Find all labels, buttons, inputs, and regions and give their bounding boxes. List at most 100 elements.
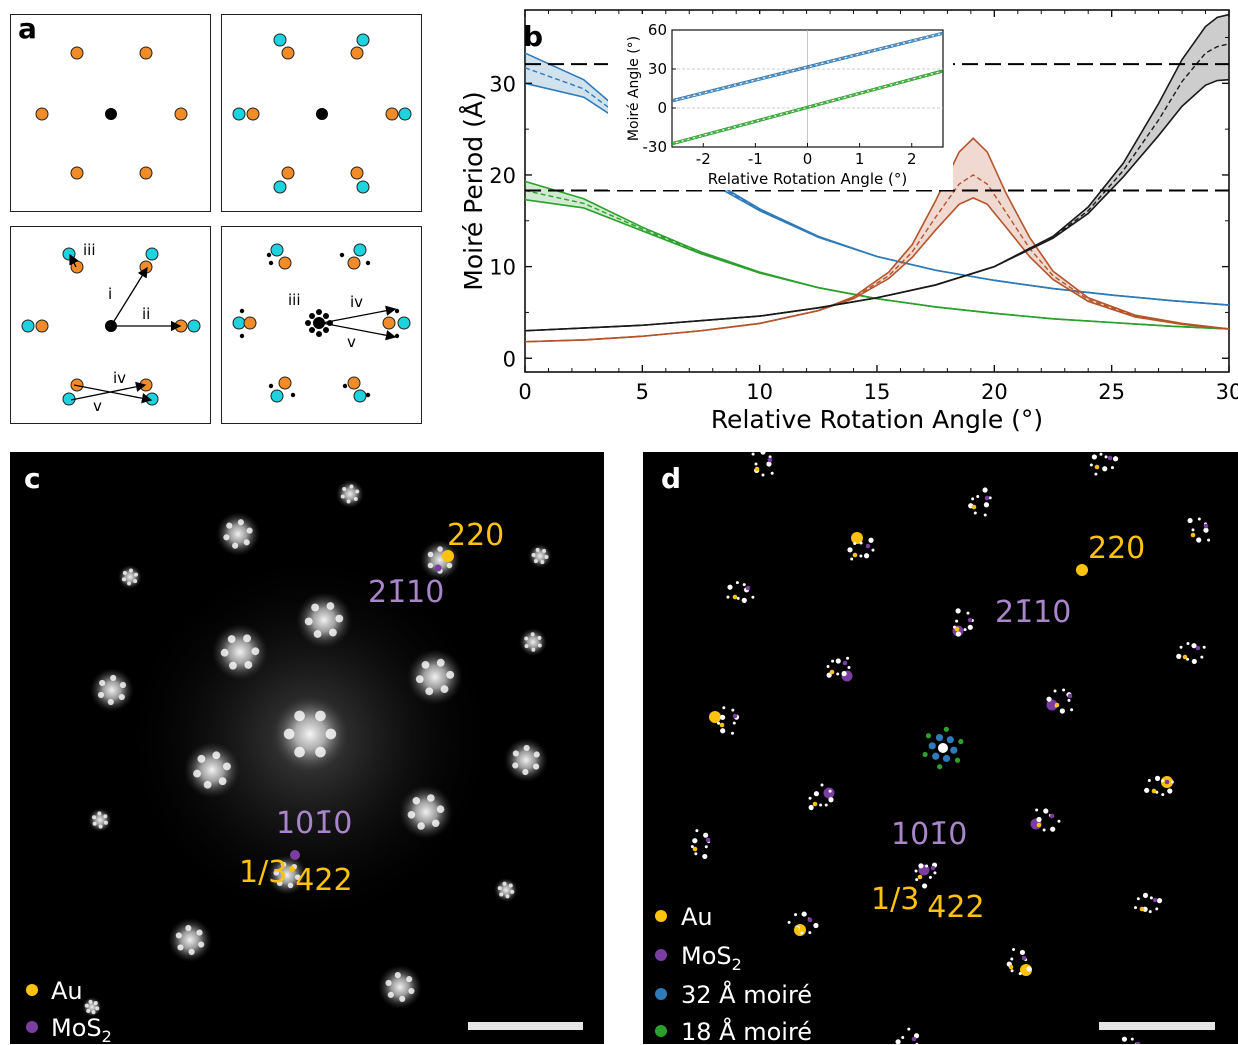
moire-satellite — [1203, 527, 1209, 533]
satellite-spot — [177, 944, 184, 951]
panel-b: 0 5 10 15 20 25 30 0 10 20 30 Relative Rotation Ang… — [440, 0, 1238, 440]
moire-satellite — [915, 1042, 919, 1044]
satellite-spot — [436, 658, 445, 667]
satellite-spot — [283, 728, 295, 740]
mos2-minor-spot — [1164, 779, 1170, 785]
moire-satellite — [800, 931, 804, 935]
au-minor-spot — [754, 466, 760, 472]
satellite-spot — [103, 820, 108, 825]
series-mid-copper — [524, 174, 1230, 343]
satellite-spot — [394, 972, 401, 979]
satellite-spot — [502, 881, 507, 886]
moire-satellite — [722, 706, 726, 710]
x-tick-label: 5 — [636, 380, 649, 404]
au-spot — [709, 711, 721, 723]
moire-satellite — [955, 619, 959, 623]
satellite-spot — [218, 777, 227, 786]
satellite-spot — [406, 976, 413, 983]
au-minor-spot — [917, 874, 923, 880]
moire-satellite — [976, 494, 980, 498]
moire-satellite — [1149, 896, 1153, 900]
inset-y-tick-label: 0 — [657, 99, 667, 117]
moire-satellite — [901, 1035, 905, 1039]
diffraction-spot — [519, 628, 547, 656]
center-spot — [938, 743, 948, 753]
moire-satellite — [1099, 452, 1103, 456]
satellite-spot — [276, 880, 283, 887]
satellite-spot — [533, 763, 540, 770]
moire-satellite — [828, 797, 834, 803]
moire-satellite — [794, 913, 798, 917]
satellite-spot — [505, 894, 510, 899]
moire-18-spot — [937, 764, 943, 770]
moire-satellite — [1148, 910, 1152, 914]
mos2-minor-spot — [1021, 955, 1027, 961]
moire-satellite — [1161, 779, 1165, 783]
au-minor-spot — [971, 504, 977, 510]
panel-c-label: c — [24, 462, 41, 495]
moire-18-spot — [954, 757, 961, 763]
moire-satellite — [928, 875, 932, 879]
diffraction-spot — [504, 738, 548, 782]
moire-satellite — [1191, 528, 1195, 532]
moire-satellite — [808, 804, 814, 811]
moire-satellite — [1176, 653, 1182, 659]
mos2-minor-spot — [967, 617, 973, 623]
moire-satellite — [1191, 658, 1197, 665]
moire-satellite — [717, 721, 721, 725]
moire-satellite — [1142, 892, 1149, 898]
moire-satellite — [847, 665, 851, 669]
legend-18-moire-label: 18 Å moiré — [681, 1017, 812, 1044]
moire-satellite — [963, 628, 967, 632]
moire-satellite — [813, 922, 819, 929]
satellite-spot — [244, 661, 253, 669]
moire-satellite — [1057, 819, 1061, 823]
moire-satellite — [1187, 517, 1193, 524]
satellite-spot — [294, 746, 305, 758]
moire-satellite — [695, 829, 699, 833]
inset-series-green — [671, 71, 944, 146]
moire-satellite — [768, 455, 772, 459]
moire-satellite — [921, 883, 928, 889]
moire-satellite — [1161, 793, 1165, 797]
satellite-spot — [311, 603, 319, 612]
satellite-spot — [91, 1010, 96, 1015]
mos2-minor-spot — [1049, 813, 1055, 819]
au-spot-marker — [289, 866, 295, 872]
satellite-spot — [128, 568, 133, 573]
diffraction-spot — [118, 565, 142, 589]
vector-label-i: i — [108, 285, 112, 303]
moire-satellite — [703, 832, 709, 838]
inset-y-axis-label: Moiré Angle (°) — [626, 36, 642, 141]
satellite-spot — [197, 754, 206, 763]
moire-18-spot — [958, 738, 964, 745]
satellite-spot — [98, 824, 103, 829]
satellite-spot — [497, 886, 502, 891]
moire-satellite — [863, 553, 870, 559]
scale-bar — [1099, 1022, 1215, 1030]
moire-satellite — [692, 838, 698, 844]
moire-satellite — [761, 473, 765, 477]
panel-d-label: d — [661, 462, 682, 495]
moire-satellite — [1010, 969, 1014, 973]
satellite-spot — [97, 811, 102, 816]
satellite-spot — [535, 547, 540, 552]
moire-satellite — [1155, 907, 1159, 911]
diffraction-pattern-simulated: 220 21̄10 101̄0 1/3 422 Au MoS2 32 Å moir… — [655, 452, 1215, 1044]
au-minor-spot — [1054, 702, 1060, 708]
moire-satellite — [925, 864, 929, 868]
moire-satellite — [1154, 775, 1161, 781]
satellite-spot — [243, 634, 251, 643]
moire-32-spot — [942, 754, 951, 763]
moire-satellite — [826, 665, 830, 669]
moire-satellite — [1042, 828, 1046, 832]
au-spot-marker — [442, 550, 454, 562]
moire-satellite — [813, 791, 820, 797]
satellite-spot — [304, 617, 313, 626]
series-lower-black — [524, 78, 1230, 332]
diffraction-spot — [168, 918, 212, 962]
satellite-spot — [446, 670, 455, 679]
vector-label-iii: iii — [83, 241, 96, 259]
mos2-spot-marker — [290, 850, 300, 860]
x-tick-label: 20 — [981, 380, 1008, 404]
